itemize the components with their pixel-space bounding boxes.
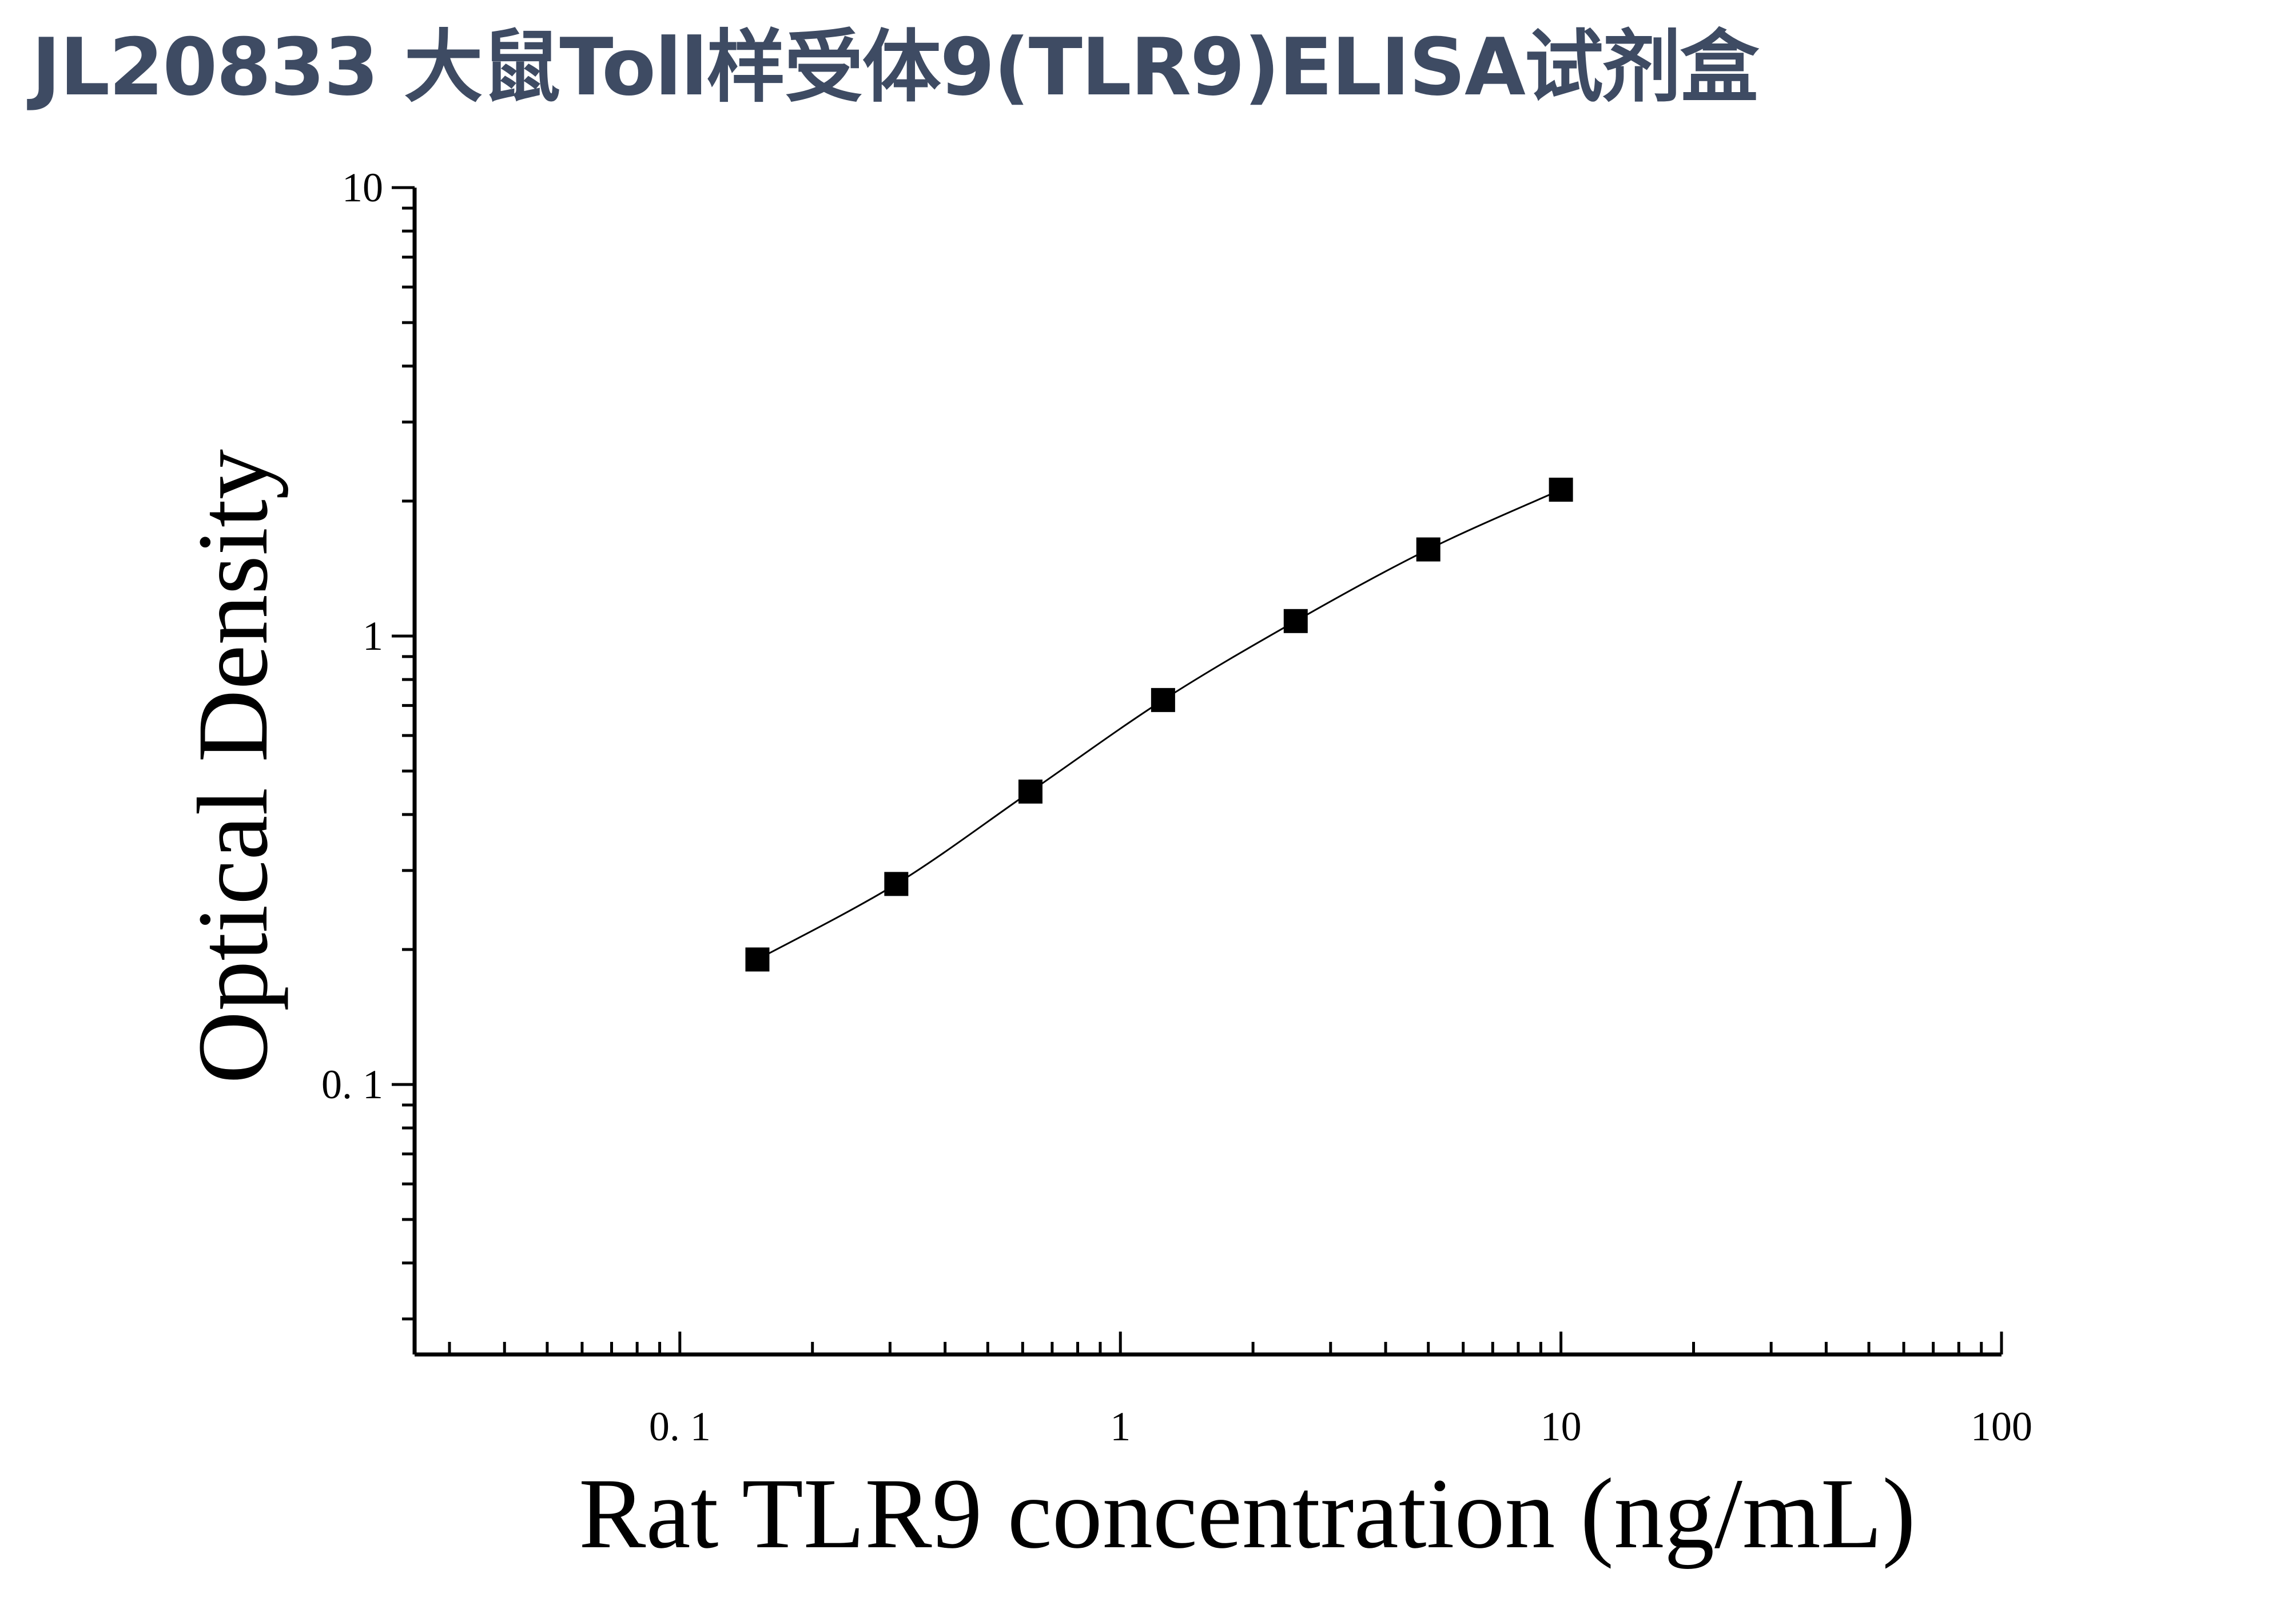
page-title: JL20833 大鼠Toll样受体9(TLR9)ELISA试剂盒 — [31, 21, 1759, 113]
data-point — [884, 872, 909, 896]
fit-line — [757, 488, 1562, 960]
y-axis-label: Optical Density — [177, 449, 289, 1084]
data-points — [745, 478, 1573, 972]
y-tick-label: 1 — [363, 613, 383, 659]
fit-curve — [757, 488, 1562, 960]
x-tick-label: 0. 1 — [649, 1404, 711, 1449]
data-point — [1416, 537, 1441, 562]
x-tick-label: 1 — [1110, 1404, 1131, 1449]
data-point — [1018, 779, 1042, 804]
data-point — [745, 947, 770, 972]
x-tick-label: 100 — [1971, 1404, 2032, 1449]
data-point — [1549, 478, 1573, 502]
axes: 0. 1 1 10 100 0. 1 1 10 — [321, 165, 2032, 1449]
x-tick-label: 10 — [1541, 1404, 1582, 1449]
y-tick-label: 10 — [342, 165, 383, 210]
y-tick-label: 0. 1 — [321, 1062, 383, 1107]
x-axis-label: Rat TLR9 concentration (ng/mL) — [579, 1458, 1916, 1570]
data-point — [1151, 688, 1175, 712]
data-point — [1283, 609, 1308, 633]
